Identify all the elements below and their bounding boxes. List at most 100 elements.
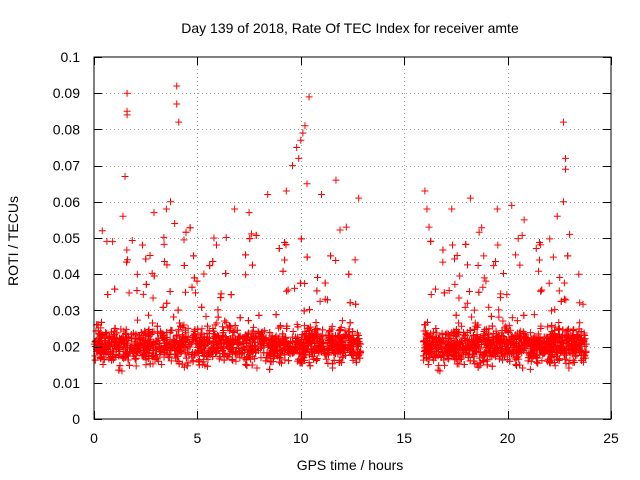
data-point	[421, 187, 429, 195]
data-point	[123, 246, 131, 254]
data-point	[492, 257, 500, 265]
data-point	[305, 93, 313, 101]
data-point	[279, 267, 287, 275]
data-point	[313, 355, 321, 363]
data-point	[141, 337, 149, 345]
data-point	[515, 355, 523, 363]
data-point	[546, 348, 554, 356]
data-point	[495, 331, 503, 339]
data-point	[212, 241, 220, 249]
data-point	[352, 358, 360, 366]
data-point	[345, 270, 353, 278]
data-point	[323, 296, 331, 304]
data-point	[532, 358, 540, 366]
data-point	[352, 300, 360, 308]
data-point	[250, 333, 258, 341]
data-point	[153, 337, 161, 345]
data-point	[324, 359, 332, 367]
data-point	[193, 277, 201, 285]
data-point	[200, 270, 208, 278]
data-point	[452, 311, 460, 319]
data-point	[230, 329, 238, 337]
data-point	[535, 267, 543, 275]
data-point	[321, 351, 329, 359]
data-point	[442, 330, 450, 338]
data-point	[184, 359, 192, 367]
data-point	[432, 344, 440, 352]
data-point	[325, 333, 333, 341]
data-point	[325, 349, 333, 357]
data-point	[350, 348, 358, 356]
data-point	[99, 346, 107, 354]
data-point	[577, 339, 585, 347]
data-point	[296, 279, 304, 287]
data-point	[353, 329, 361, 337]
chart-title: Day 139 of 2018, Rate Of TEC Index for r…	[181, 20, 519, 36]
axis-ticks: 0 5 10 15 20 25 0 0.01 0.02 0.03 0.04 0.05 0.06 0.07 0…	[53, 49, 619, 446]
data-point	[150, 209, 158, 217]
data-point	[510, 340, 518, 348]
data-point	[482, 277, 490, 285]
data-point	[182, 339, 190, 347]
data-point	[453, 251, 461, 259]
data-point	[468, 313, 476, 321]
data-point	[531, 346, 539, 354]
data-point	[197, 331, 205, 339]
data-point	[494, 348, 502, 356]
data-point	[556, 346, 564, 354]
data-point	[233, 340, 241, 348]
data-point	[223, 352, 231, 360]
data-point	[502, 327, 510, 335]
data-point	[312, 319, 320, 327]
data-point	[569, 359, 577, 367]
data-point	[546, 331, 554, 339]
data-point	[327, 252, 335, 260]
data-point	[247, 230, 255, 238]
data-point	[317, 333, 325, 341]
data-point	[334, 341, 342, 349]
data-point	[145, 332, 153, 340]
data-point	[357, 347, 365, 355]
data-point	[246, 235, 254, 243]
data-point	[424, 332, 432, 340]
data-point	[293, 340, 301, 348]
data-point	[332, 176, 340, 184]
data-point	[175, 118, 183, 126]
data-point	[168, 326, 176, 334]
data-point	[133, 270, 141, 278]
data-point	[163, 328, 171, 336]
data-point	[120, 340, 128, 348]
data-point	[148, 319, 156, 327]
data-point	[171, 351, 179, 359]
data-point	[516, 361, 524, 369]
data-point	[520, 216, 528, 224]
data-point	[555, 325, 563, 333]
data-point	[439, 246, 447, 254]
data-point	[422, 344, 430, 352]
data-point	[471, 325, 479, 333]
data-point	[261, 327, 269, 335]
data-point	[499, 333, 507, 341]
y-tick-label: 0.04	[53, 266, 80, 282]
data-point	[203, 362, 211, 370]
data-point	[99, 360, 107, 368]
data-point	[189, 335, 197, 343]
data-point	[495, 306, 503, 314]
data-point	[128, 334, 136, 342]
data-point	[209, 257, 217, 265]
data-point	[496, 294, 504, 302]
data-point	[218, 323, 226, 331]
data-point	[123, 89, 131, 97]
data-point	[422, 327, 430, 335]
data-point	[536, 256, 544, 264]
data-point	[463, 261, 471, 269]
data-point	[455, 319, 463, 327]
data-point	[455, 294, 463, 302]
data-point	[505, 349, 513, 357]
data-point	[184, 324, 192, 332]
data-point	[476, 345, 484, 353]
data-point	[300, 348, 308, 356]
data-point	[426, 342, 434, 350]
data-point	[498, 347, 506, 355]
data-point	[348, 351, 356, 359]
